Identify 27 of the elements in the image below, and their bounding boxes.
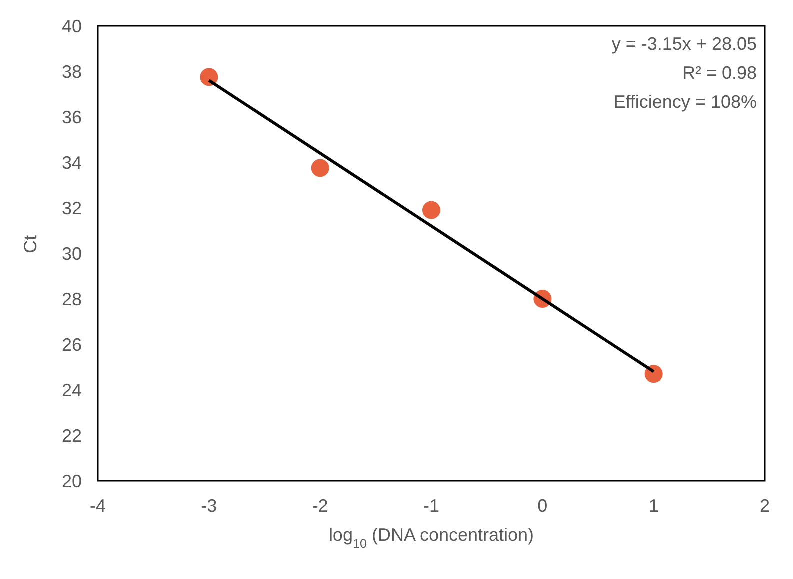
x-tick-label: 2 bbox=[760, 496, 770, 516]
x-tick-label: -2 bbox=[312, 496, 328, 516]
x-tick-label: 1 bbox=[648, 496, 659, 516]
y-tick-label: 38 bbox=[62, 62, 82, 82]
y-tick-label: 24 bbox=[62, 380, 82, 400]
y-tick-label: 22 bbox=[62, 426, 82, 446]
point bbox=[200, 68, 218, 86]
y-tick-label: 30 bbox=[62, 244, 82, 264]
y-tick-label: 40 bbox=[62, 16, 82, 36]
x-tick-label: 0 bbox=[538, 496, 548, 516]
x-tick-label: -3 bbox=[201, 496, 218, 516]
x-tick-label: -4 bbox=[90, 496, 106, 516]
y-tick-label: 28 bbox=[62, 289, 82, 310]
x-axis-title: log$_{10}$ (DNA concentration) bbox=[328, 525, 534, 551]
x-tick-label: -1 bbox=[423, 496, 440, 516]
y-tick-label: 32 bbox=[62, 198, 82, 218]
y-axis-title: Ct bbox=[20, 236, 40, 254]
annotation: y = -3.15x + 28.05 bbox=[612, 34, 757, 54]
point bbox=[422, 201, 440, 220]
annotation: Efficiency = 108% bbox=[614, 92, 757, 112]
y-tick-label: 26 bbox=[62, 334, 82, 355]
point bbox=[644, 365, 663, 384]
annotation: R² = 0.98 bbox=[682, 63, 757, 83]
y-tick-label: 20 bbox=[62, 471, 82, 492]
point bbox=[311, 159, 330, 178]
y-tick-label: 36 bbox=[62, 107, 82, 128]
y-tick-label: 34 bbox=[62, 152, 82, 173]
